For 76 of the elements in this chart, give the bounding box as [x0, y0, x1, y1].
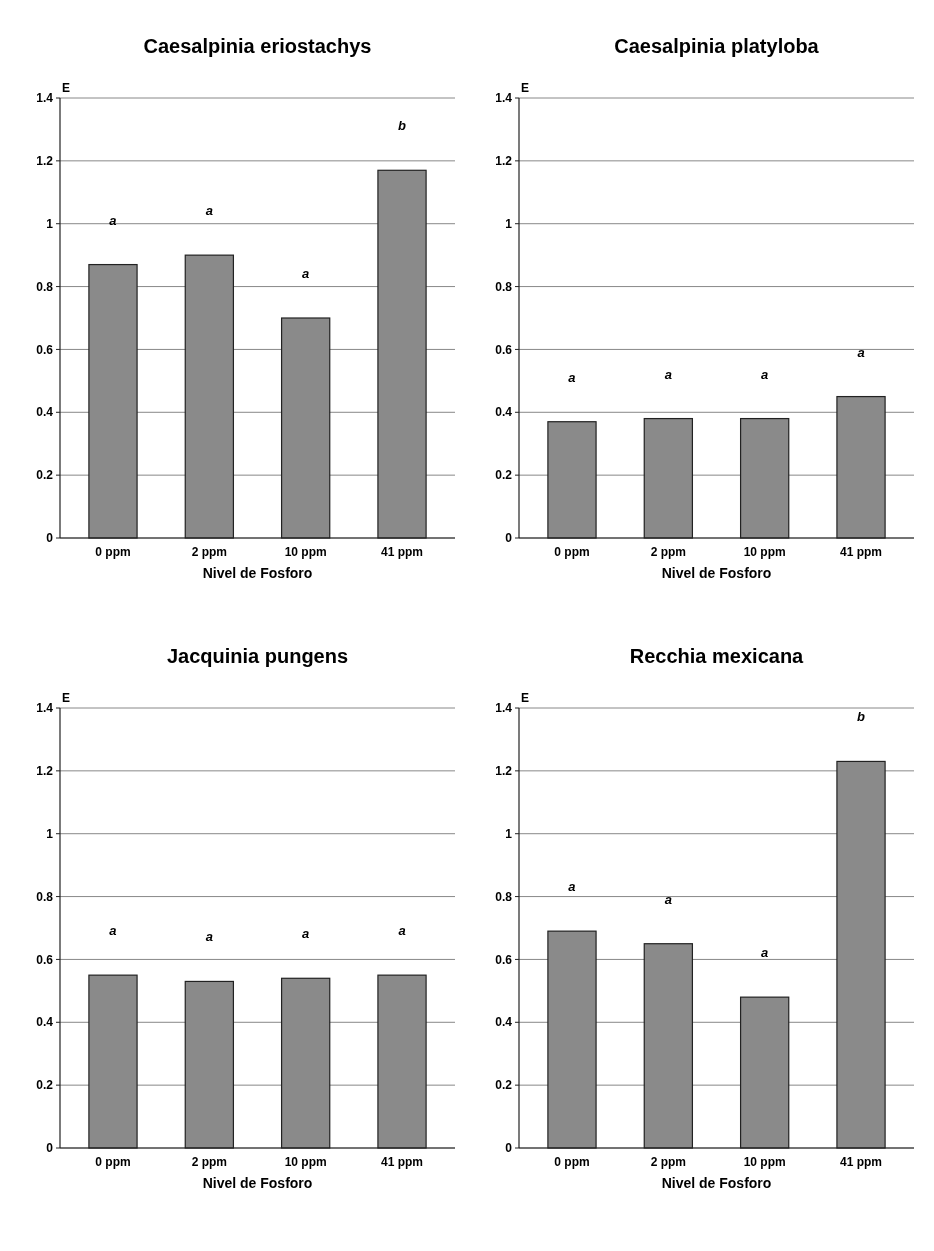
x-tick-label: 2 ppm	[650, 545, 686, 559]
x-axis-title: Nivel de Fosforo	[661, 565, 772, 581]
y-axis-title: E	[521, 81, 530, 95]
y-tick-label: 0.8	[495, 279, 513, 294]
y-tick-label: 1	[46, 216, 54, 231]
y-tick-label: 1	[46, 826, 54, 841]
annotation: a	[398, 923, 406, 939]
y-tick-label: 1	[505, 216, 513, 231]
y-axis-title: E	[62, 81, 71, 95]
y-tick-label: 0.2	[36, 1078, 54, 1093]
y-tick-label: 1	[505, 826, 513, 841]
chart-title: Jacquinia pungens	[166, 645, 349, 667]
chart-title: Recchia mexicana	[629, 645, 805, 667]
y-tick-label: 0.2	[495, 468, 513, 483]
x-tick-label: 41 ppm	[381, 545, 424, 559]
y-tick-label: 0.2	[495, 1078, 513, 1093]
y-tick-label: 0.6	[36, 342, 54, 357]
annotation: a	[664, 366, 672, 382]
y-tick-label: 0.4	[495, 405, 513, 420]
annotation: a	[857, 344, 865, 360]
annotation: a	[302, 926, 310, 942]
annotation: a	[302, 266, 310, 281]
annotation: b	[398, 118, 407, 134]
y-axis-title: E	[62, 691, 71, 705]
y-tick-label: 0.2	[36, 468, 54, 483]
y-tick-label: 0.4	[495, 1015, 513, 1030]
x-tick-label: 0 ppm	[554, 1155, 590, 1169]
x-tick-label: 10 ppm	[284, 545, 327, 559]
x-axis-title: Nivel de Fosforo	[202, 1175, 313, 1191]
x-tick-label: 2 ppm	[191, 545, 227, 559]
y-tick-label: 0	[46, 531, 54, 546]
y-tick-label: 0.6	[495, 952, 513, 967]
y-tick-label: 1.4	[495, 701, 513, 716]
x-tick-label: 41 ppm	[840, 1155, 883, 1169]
annotation: b	[857, 709, 866, 725]
x-tick-label: 0 ppm	[554, 545, 590, 559]
y-tick-label: 0	[46, 1141, 54, 1156]
y-axis-title: E	[521, 691, 530, 705]
x-axis-title: Nivel de Fosforo	[661, 1175, 772, 1191]
y-tick-label: 0	[505, 531, 513, 546]
annotation: a	[761, 366, 769, 382]
annotation: a	[109, 923, 117, 939]
y-tick-label: 0.4	[36, 1015, 54, 1030]
x-tick-label: 41 ppm	[381, 1155, 424, 1169]
annotation: a	[205, 929, 213, 945]
annotation: a	[761, 945, 769, 961]
y-tick-label: 1.4	[36, 91, 54, 106]
y-tick-label: 1.2	[495, 764, 513, 779]
x-tick-label: 0 ppm	[95, 545, 131, 559]
y-tick-label: 1.2	[495, 154, 513, 169]
y-tick-label: 0	[505, 1141, 513, 1156]
y-tick-label: 0.6	[36, 952, 54, 967]
y-tick-label: 1.2	[36, 154, 54, 169]
x-axis-title: Nivel de Fosforo	[202, 565, 313, 581]
y-tick-label: 1.4	[36, 701, 54, 716]
y-tick-label: 0.4	[36, 405, 54, 420]
x-tick-label: 2 ppm	[191, 1155, 227, 1169]
annotation: a	[109, 212, 117, 228]
y-tick-label: 0.8	[495, 889, 513, 904]
x-tick-label: 10 ppm	[743, 545, 786, 559]
x-tick-label: 10 ppm	[284, 1155, 327, 1169]
x-tick-label: 41 ppm	[840, 545, 883, 559]
annotation: a	[568, 369, 576, 385]
x-tick-label: 10 ppm	[743, 1155, 786, 1169]
y-tick-label: 0.8	[36, 279, 54, 294]
annotation: a	[205, 203, 213, 219]
x-tick-label: 0 ppm	[95, 1155, 131, 1169]
chart-title: Caesalpinia platyloba	[614, 35, 820, 57]
y-tick-label: 0.6	[495, 342, 513, 357]
chart-title: Caesalpinia eriostachys	[143, 35, 372, 57]
annotation: a	[568, 879, 576, 895]
y-tick-label: 1.4	[495, 91, 513, 106]
y-tick-label: 0.8	[36, 889, 54, 904]
x-tick-label: 2 ppm	[650, 1155, 686, 1169]
y-tick-label: 1.2	[36, 764, 54, 779]
annotation: a	[664, 891, 672, 907]
